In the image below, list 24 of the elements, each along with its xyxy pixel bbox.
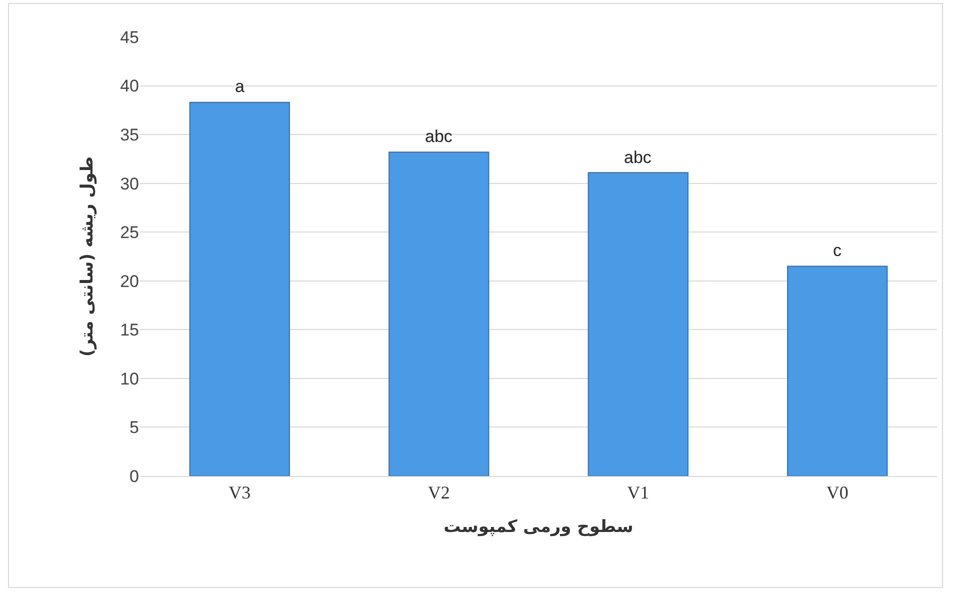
y-tick-label: 35 — [120, 126, 139, 145]
y-tick-label: 40 — [120, 76, 139, 96]
y-tick-label: 5 — [130, 418, 139, 438]
x-tick-label: V3 — [228, 482, 251, 503]
y-tick-label: 20 — [120, 272, 139, 291]
annotation: abc — [624, 148, 652, 167]
y-tick-label: 0 — [130, 466, 139, 486]
y-tick-label: 25 — [120, 223, 139, 242]
x-tick-label: V0 — [826, 482, 848, 503]
y-tick-label: 15 — [120, 320, 139, 340]
y-tick-label: 10 — [120, 369, 139, 388]
y-tick-label: 30 — [120, 174, 139, 194]
x-axis-title: سطوح ورمی کمپوست — [444, 517, 634, 537]
y-axis-title: طول ریشه (سانتی متر) — [78, 156, 98, 357]
x-tick-label: V1 — [627, 482, 650, 503]
bar — [388, 152, 490, 476]
x-tick-label: V2 — [428, 482, 450, 503]
bar — [588, 172, 688, 476]
annotation: a — [235, 77, 245, 96]
annotation: c — [833, 241, 842, 260]
bar — [189, 102, 290, 476]
annotation: abc — [425, 127, 453, 146]
y-tick-label: 45 — [120, 28, 139, 47]
bar — [787, 266, 888, 476]
